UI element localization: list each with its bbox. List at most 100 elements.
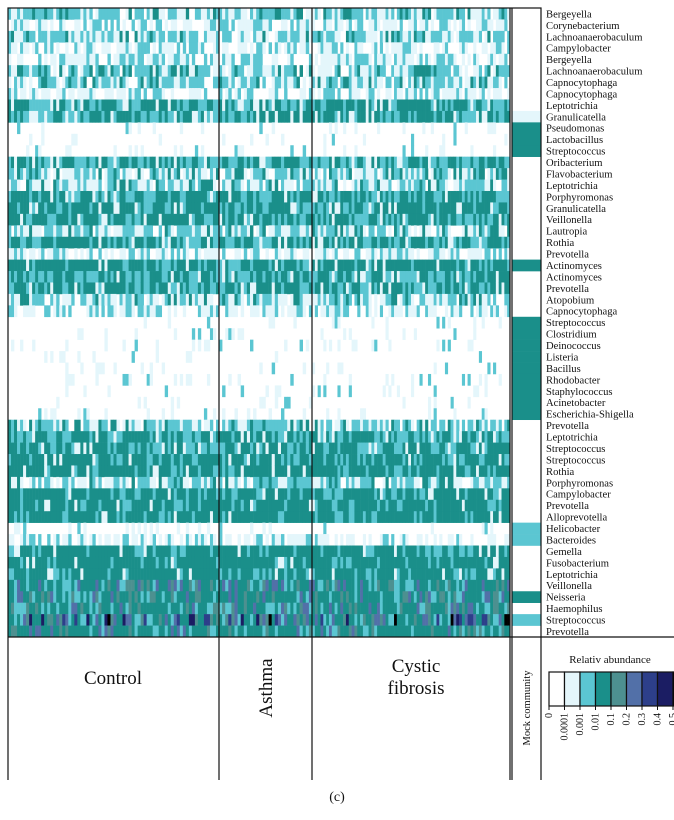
heatmap-cell <box>122 545 126 558</box>
heatmap-cell <box>38 8 42 20</box>
heatmap-cell <box>320 53 324 66</box>
heatmap-cell <box>59 99 63 112</box>
heatmap-cell <box>212 179 217 192</box>
heatmap-cell <box>296 602 300 615</box>
heatmap-cell <box>137 259 141 272</box>
heatmap-cell <box>209 579 214 592</box>
heatmap-cell <box>203 53 208 66</box>
heatmap-cell <box>80 465 84 478</box>
heatmap-cell <box>140 145 144 157</box>
heatmap-cell <box>253 65 257 77</box>
heatmap-cell <box>119 248 123 260</box>
heatmap-cell <box>152 454 156 466</box>
heatmap-cell <box>337 8 341 20</box>
heatmap-cell <box>8 499 12 512</box>
heatmap-cell <box>188 431 193 443</box>
heatmap-cell <box>209 156 214 169</box>
heatmap-cell <box>29 602 33 615</box>
heatmap-cell <box>167 76 172 89</box>
heatmap-cell <box>284 476 288 489</box>
heatmap-cell <box>328 53 333 66</box>
heatmap-cell <box>365 545 369 558</box>
heatmap-cell <box>101 442 105 455</box>
heatmap-cell <box>215 248 220 260</box>
heatmap-cell <box>191 179 196 192</box>
heatmap-cell <box>328 499 333 512</box>
heatmap-cell <box>281 408 285 421</box>
heatmap-cell <box>259 190 263 203</box>
heatmap-cell <box>56 511 60 523</box>
heatmap-cell <box>215 259 220 272</box>
heatmap-cell <box>47 579 51 592</box>
heatmap-cell <box>119 476 123 489</box>
heatmap-cell <box>360 259 364 272</box>
heatmap-cell <box>95 282 99 295</box>
heatmap-cell <box>271 156 276 169</box>
heatmap-cell <box>134 282 138 295</box>
heatmap-cell <box>23 488 27 501</box>
heatmap-cell <box>374 602 378 615</box>
heatmap-cell <box>360 156 364 169</box>
heatmap-cell <box>188 568 193 581</box>
heatmap-cell <box>155 190 160 203</box>
heatmap-cell <box>337 511 341 523</box>
heatmap-cell <box>107 305 111 318</box>
heatmap-cell <box>228 568 232 581</box>
heatmap-cell <box>209 488 214 501</box>
heatmap-cell <box>337 568 341 581</box>
heatmap-cell <box>231 488 235 501</box>
heatmap-cell <box>206 110 211 123</box>
heatmap-cell <box>86 305 90 318</box>
heatmap-cell <box>250 419 254 432</box>
heatmap-cell <box>110 202 114 215</box>
heatmap-cell <box>137 236 141 249</box>
heatmap-cell <box>152 442 156 455</box>
heatmap-cell <box>312 499 316 512</box>
heatmap-cell <box>345 556 350 569</box>
heatmap-cell <box>194 190 199 203</box>
heatmap-cell <box>225 202 229 215</box>
heatmap-cell <box>20 76 24 89</box>
heatmap-cell <box>331 168 335 180</box>
heatmap-cell <box>194 488 199 501</box>
heatmap-cell <box>281 282 285 295</box>
heatmap-cell <box>268 282 272 295</box>
heatmap-cell <box>11 614 15 626</box>
heatmap-cell <box>8 454 12 466</box>
heatmap-cell <box>328 454 333 466</box>
heatmap-cell <box>11 282 15 295</box>
heatmap-cell <box>237 179 241 192</box>
heatmap-cell <box>293 488 297 501</box>
heatmap-cell <box>305 499 310 512</box>
heatmap-cell <box>80 511 84 523</box>
heatmap-cell <box>265 511 269 523</box>
heatmap-cell <box>228 488 232 501</box>
heatmap-cell <box>368 190 372 203</box>
heatmap-cell <box>17 625 21 638</box>
heatmap-cell <box>354 465 358 478</box>
heatmap-cell <box>92 42 96 55</box>
heatmap-cell <box>134 442 138 455</box>
heatmap-cell <box>158 179 163 192</box>
heatmap-cell <box>101 110 105 123</box>
heatmap-cell <box>74 511 78 523</box>
heatmap-cell <box>20 190 24 203</box>
heatmap-cell <box>234 99 238 112</box>
heatmap-cell <box>206 225 211 238</box>
heatmap-cell <box>253 545 257 558</box>
heatmap-cell <box>206 614 211 626</box>
heatmap-cell <box>80 65 84 77</box>
heatmap-cell <box>299 614 303 626</box>
heatmap-cell <box>101 465 105 478</box>
heatmap-cell <box>152 465 156 478</box>
heatmap-cell <box>176 168 181 180</box>
heatmap-cell <box>155 65 160 77</box>
heatmap-cell <box>179 625 184 638</box>
heatmap-cell <box>62 110 66 123</box>
heatmap-cell <box>379 442 384 455</box>
heatmap-cell <box>35 591 39 603</box>
heatmap-cell <box>250 168 254 180</box>
heatmap-cell <box>137 556 141 569</box>
heatmap-cell <box>89 53 93 66</box>
heatmap-cell <box>11 465 15 478</box>
